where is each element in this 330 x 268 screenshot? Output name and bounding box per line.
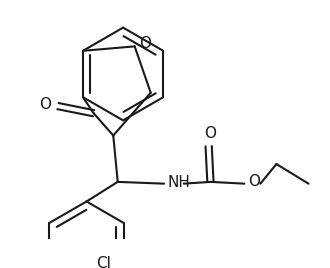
Text: O: O bbox=[40, 97, 51, 112]
Text: Cl: Cl bbox=[96, 256, 111, 268]
Text: NH: NH bbox=[168, 175, 190, 190]
Text: O: O bbox=[139, 36, 151, 51]
Text: O: O bbox=[248, 174, 260, 189]
Text: O: O bbox=[205, 126, 216, 141]
